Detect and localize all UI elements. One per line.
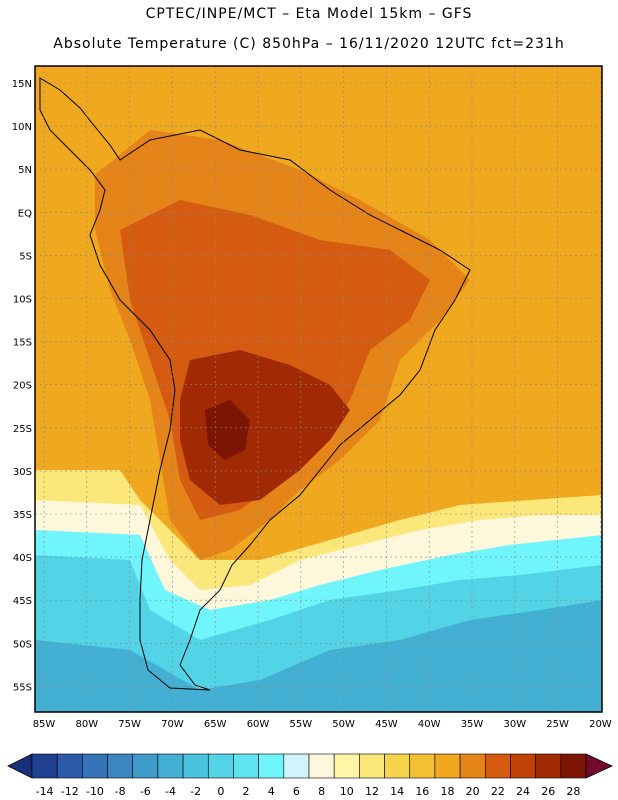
- colorbar-label: 12: [365, 785, 379, 798]
- colorbar-label: 20: [466, 785, 480, 798]
- lat-tick-label: 15S: [13, 338, 32, 349]
- longitude-axis: 85W 80W 75W 70W 65W 60W 55W 50W 45W 40W 35W 30W 25W 2…: [33, 719, 612, 730]
- colorbar-swatch: [82, 753, 108, 779]
- map-subtitle: Absolute Temperature (C) 850hPa – 16/11/…: [53, 36, 565, 52]
- colorbar-swatch: [535, 753, 562, 779]
- colorbar-label: 2: [243, 785, 250, 798]
- colorbar-swatch: [308, 753, 335, 779]
- colorbar-swatch: [484, 753, 511, 779]
- region-southern-coldest: [35, 600, 602, 712]
- lat-tick-label: 20S: [13, 381, 32, 392]
- colorbar-swatch: [333, 753, 360, 779]
- colorbar-swatch: [560, 753, 587, 779]
- lon-tick-label: 75W: [118, 719, 141, 730]
- lat-tick-label: 35S: [13, 510, 32, 521]
- colorbar-label: -14: [36, 785, 54, 798]
- colorbar-over-arrow: [585, 753, 613, 779]
- temperature-field: [35, 66, 602, 712]
- colorbar-swatch: [283, 753, 310, 779]
- lat-tick-label: 50S: [13, 639, 32, 650]
- colorbar-label: 22: [491, 785, 505, 798]
- lon-tick-label: 85W: [33, 719, 56, 730]
- colorbar-swatch: [409, 753, 436, 779]
- colorbar-swatch: [31, 753, 58, 779]
- colorbar-label: 6: [293, 785, 300, 798]
- colorbar-swatch: [258, 753, 285, 779]
- colorbar-label: 8: [318, 785, 325, 798]
- lat-tick-label: 5S: [19, 251, 32, 262]
- colorbar-label: -6: [140, 785, 151, 798]
- colorbar-label: 28: [566, 785, 580, 798]
- lat-tick-label: 45S: [13, 596, 32, 607]
- colorbar-label: 24: [516, 785, 530, 798]
- colorbar-label: 4: [268, 785, 275, 798]
- south-america-outline: [39, 77, 471, 691]
- colorbar-swatch: [56, 753, 83, 779]
- lon-tick-label: 20W: [589, 719, 612, 730]
- colorbar-swatch: [384, 753, 411, 779]
- colorbar-swatch: [132, 753, 159, 779]
- colorbar-label: 18: [441, 785, 455, 798]
- lat-tick-label: 5N: [18, 165, 32, 176]
- colorbar-label: -2: [190, 785, 201, 798]
- colorbar-swatch: [107, 753, 134, 779]
- colorbar-label: 16: [415, 785, 429, 798]
- lon-tick-label: 25W: [546, 719, 569, 730]
- lon-tick-label: 45W: [375, 719, 398, 730]
- lat-tick-label: 55S: [13, 682, 32, 693]
- colorbar-swatch: [434, 753, 461, 779]
- colorbar-swatch: [182, 753, 209, 779]
- colorbar-label: 26: [541, 785, 555, 798]
- colorbar-label: 10: [340, 785, 354, 798]
- colorbar-swatch: [207, 753, 234, 779]
- lat-tick-label: EQ: [18, 208, 32, 219]
- lat-tick-label: 10N: [12, 122, 32, 133]
- colorbar-under-arrow: [7, 753, 33, 779]
- colorbar-label: 0: [217, 785, 224, 798]
- map-title: CPTEC/INPE/MCT – Eta Model 15km – GFS: [145, 6, 473, 22]
- plot-frame: [34, 65, 603, 713]
- lon-tick-label: 55W: [289, 719, 312, 730]
- colorbar-label: -4: [165, 785, 176, 798]
- lon-tick-label: 35W: [461, 719, 484, 730]
- lat-tick-label: 40S: [13, 553, 32, 564]
- lon-tick-label: 80W: [75, 719, 98, 730]
- colorbar-swatch: [510, 753, 536, 779]
- colorbar-label: -10: [86, 785, 104, 798]
- colorbar-label: -12: [61, 785, 79, 798]
- colorbar: -14 -12 -10 -8 -6 -4 -2 0 2 4 6 8 10 12 14 16 18 20 22 24 26…: [7, 753, 613, 798]
- lat-tick-label: 30S: [13, 467, 32, 478]
- lat-tick-label: 15N: [12, 79, 32, 90]
- lon-tick-label: 60W: [247, 719, 270, 730]
- lon-tick-label: 70W: [161, 719, 184, 730]
- colorbar-swatch: [233, 753, 259, 779]
- lat-tick-label: 10S: [13, 295, 32, 306]
- colorbar-swatch: [359, 753, 385, 779]
- lon-tick-label: 65W: [204, 719, 227, 730]
- lon-tick-label: 40W: [418, 719, 441, 730]
- region-max-core: [205, 400, 250, 460]
- colorbar-swatch: [459, 753, 486, 779]
- latitude-axis: 15N 10N 5N EQ 5S 10S 15S 20S 25S 30S 35S 40S 45S 50S 5…: [12, 79, 32, 693]
- lat-tick-label: 25S: [13, 424, 32, 435]
- colorbar-label: 14: [390, 785, 404, 798]
- lon-tick-label: 30W: [503, 719, 526, 730]
- lon-tick-label: 50W: [332, 719, 355, 730]
- colorbar-swatch: [157, 753, 184, 779]
- colorbar-label: -8: [115, 785, 126, 798]
